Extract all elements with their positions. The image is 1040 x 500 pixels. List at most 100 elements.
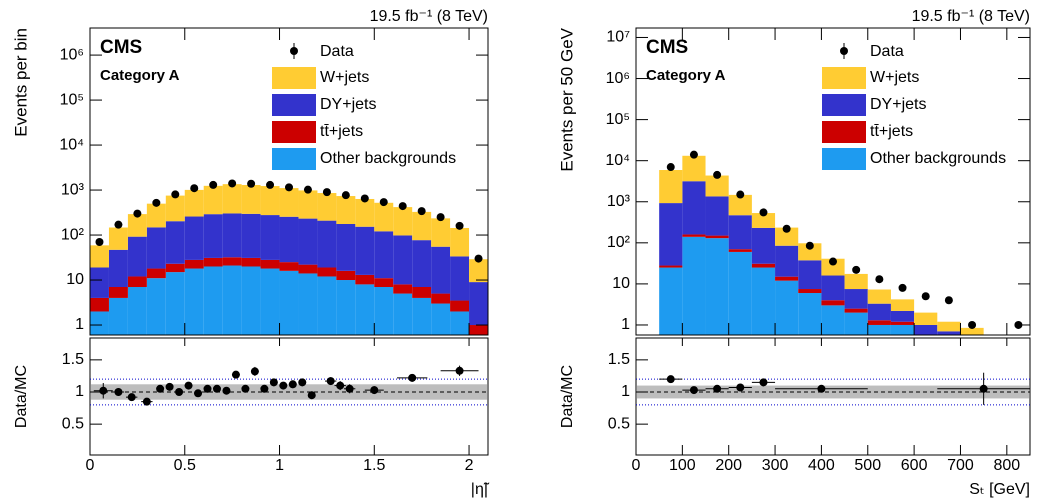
legend-label: Other backgrounds (870, 150, 1006, 167)
data-point (322, 188, 331, 197)
histogram-bar (393, 235, 413, 285)
histogram-bar (260, 186, 280, 216)
ratio-y-label: Data/MC (559, 365, 576, 428)
histogram-bar (317, 276, 337, 335)
histogram-bar (203, 257, 223, 267)
histogram-bar (751, 263, 776, 268)
histogram-bar (203, 214, 223, 258)
histogram-bar (355, 274, 375, 285)
x-tick-label: 800 (993, 457, 1020, 474)
histogram-bar (374, 278, 394, 287)
histogram-bar (705, 175, 729, 197)
histogram-bar (751, 267, 776, 335)
data-point (921, 292, 930, 301)
ratio-point (99, 386, 108, 395)
y-tick-label: 10 (612, 275, 630, 292)
histogram-bar (659, 170, 683, 204)
histogram-bar (798, 260, 822, 290)
ratio-y-tick-label: 1 (75, 383, 84, 400)
ratio-point (326, 377, 335, 386)
histogram-bar (260, 215, 280, 260)
legend-label: Data (870, 43, 904, 60)
ratio-point (817, 384, 826, 393)
histogram-bar (184, 189, 204, 217)
histogram-bar (728, 251, 752, 335)
experiment: CMS (100, 37, 142, 58)
histogram-bar (844, 308, 868, 313)
histogram-bar (374, 286, 394, 335)
ratio-point (979, 384, 988, 393)
histogram-bar (821, 258, 845, 276)
ratio-point (269, 378, 278, 387)
x-tick-label: 1.5 (363, 457, 385, 474)
histogram-bar (355, 198, 375, 227)
histogram-bar (867, 324, 891, 335)
histogram-bar (798, 289, 822, 294)
ratio-point (336, 381, 345, 390)
ratio-point (175, 388, 184, 396)
histogram-bar (682, 236, 706, 335)
histogram-bar (937, 331, 961, 335)
histogram-bar (165, 263, 185, 273)
histogram-bar (450, 311, 470, 335)
histogram-bar (890, 321, 915, 325)
data-point (875, 275, 884, 284)
ratio-point (184, 381, 193, 390)
histogram-bar (659, 203, 683, 266)
histogram-bar (222, 257, 242, 266)
histogram-bar (241, 266, 261, 335)
histogram-bar (705, 196, 729, 236)
y-tick-label: 10² (607, 234, 631, 251)
histogram-bar (450, 227, 470, 257)
ratio-point (194, 389, 203, 398)
ratio-point (165, 382, 174, 391)
histogram-bar (393, 284, 413, 294)
histogram-bar (146, 268, 166, 279)
ratio-point (156, 384, 165, 393)
histogram-bar (682, 181, 706, 235)
histogram-bar (431, 218, 451, 247)
histogram-bar (937, 321, 961, 332)
histogram-bar (336, 223, 356, 271)
y-tick-label: 10⁶ (606, 70, 630, 87)
histogram-bar (844, 273, 868, 290)
histogram-bar (775, 227, 799, 246)
histogram-bar (317, 220, 337, 268)
x-tick-label: 200 (715, 457, 742, 474)
legend-label: tt̄+jets (870, 123, 913, 140)
histogram-bar (890, 324, 915, 335)
ratio-point (345, 384, 354, 393)
experiment: CMS (646, 37, 688, 58)
histogram-bar (393, 293, 413, 335)
histogram-bar (867, 320, 891, 325)
histogram-bar (412, 240, 432, 287)
data-point (944, 296, 953, 305)
histogram-bar (165, 272, 185, 335)
ratio-point (408, 373, 417, 382)
histogram-bar (775, 280, 799, 335)
legend-swatch (822, 94, 866, 116)
histogram-bar (203, 185, 223, 215)
data-point (852, 265, 861, 274)
data-point (417, 207, 426, 216)
data-point (360, 194, 369, 203)
data-point (228, 179, 237, 188)
y-tick-label: 10³ (607, 193, 631, 210)
ratio-point (241, 384, 250, 393)
legend-swatch (822, 121, 866, 143)
data-point (436, 213, 445, 222)
histogram-bar (890, 310, 915, 322)
histogram-bar (659, 267, 683, 335)
histogram-bar (336, 196, 356, 224)
legend-label: tt̄+jets (320, 123, 363, 140)
y-tick-label: 10⁶ (60, 46, 84, 63)
legend-swatch (272, 94, 316, 116)
ratio-y-tick-label: 0.5 (62, 415, 84, 432)
histogram-bar (450, 256, 470, 301)
histogram-bar (108, 227, 128, 250)
histogram-bar (260, 268, 280, 335)
histogram-bar (914, 312, 938, 325)
legend-label: DY+jets (870, 96, 926, 113)
y-tick-label: 10⁴ (59, 136, 84, 153)
